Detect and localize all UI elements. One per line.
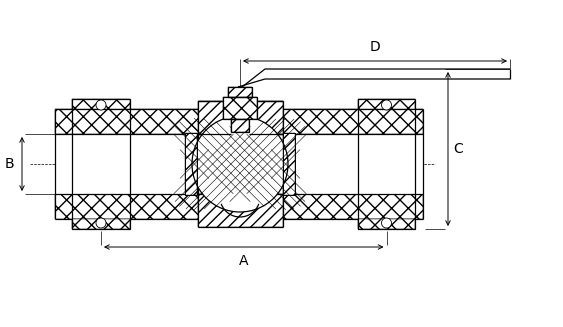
Bar	[72, 219, 130, 229]
Circle shape	[96, 218, 106, 228]
Bar	[198, 194, 283, 227]
Bar	[268, 194, 423, 219]
Bar	[72, 99, 130, 109]
Circle shape	[382, 218, 391, 228]
Text: A: A	[239, 254, 248, 268]
Circle shape	[192, 116, 288, 212]
Bar	[185, 133, 197, 195]
Circle shape	[382, 100, 391, 110]
Bar	[72, 99, 130, 229]
Bar	[231, 119, 249, 132]
Bar	[283, 133, 295, 195]
Bar	[228, 87, 252, 97]
Bar	[55, 194, 215, 219]
Bar	[283, 133, 295, 195]
Text: D: D	[370, 40, 381, 54]
Bar	[198, 101, 283, 134]
Bar	[223, 97, 257, 119]
Bar	[268, 134, 423, 194]
Bar	[268, 109, 423, 134]
Circle shape	[96, 100, 106, 110]
Bar	[228, 87, 252, 97]
Bar	[358, 99, 415, 229]
Bar	[55, 109, 215, 134]
Bar	[185, 133, 197, 195]
Text: C: C	[453, 142, 463, 156]
Bar	[223, 97, 257, 119]
Bar	[358, 219, 415, 229]
Bar	[231, 119, 249, 132]
Bar	[358, 99, 415, 109]
Text: B: B	[5, 157, 14, 171]
Bar	[55, 134, 215, 194]
